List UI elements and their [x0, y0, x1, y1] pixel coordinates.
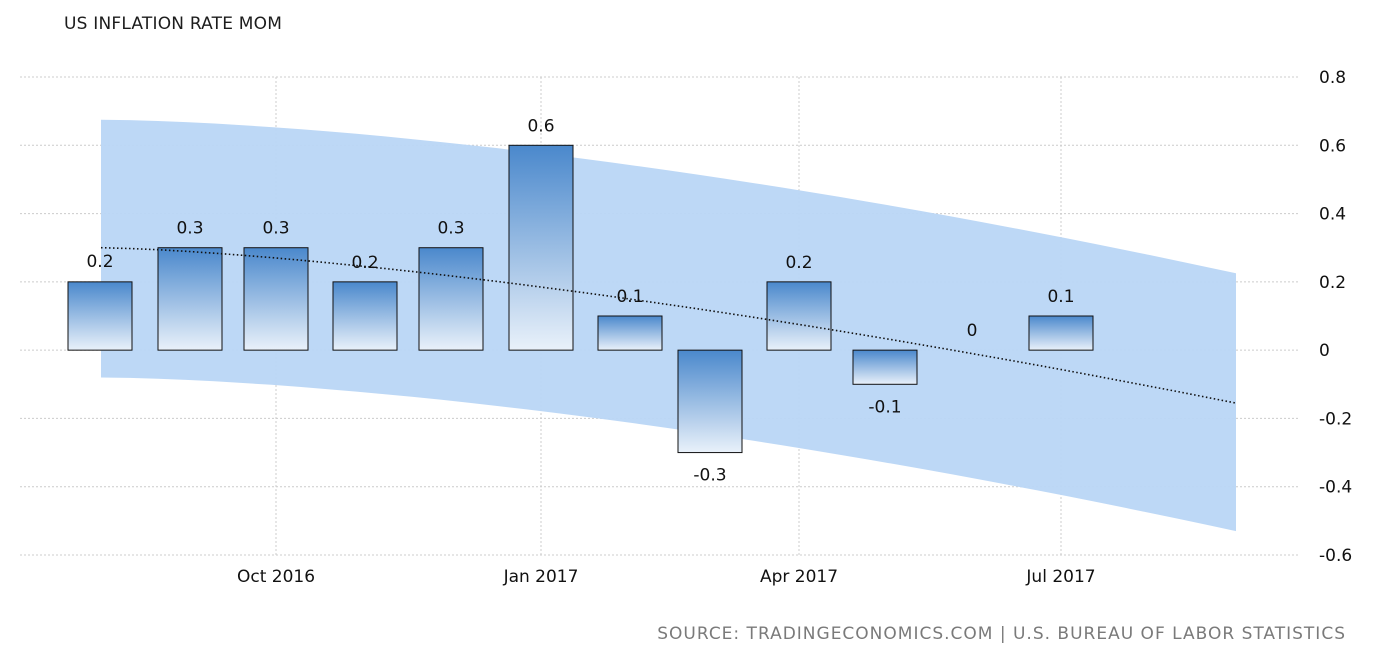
forecast-band [101, 119, 1236, 532]
bar-value-label: 0.1 [1047, 287, 1074, 307]
bar-value-label: 0.3 [437, 219, 464, 239]
bar-value-label: -0.1 [868, 397, 901, 417]
y-tick-label: 0 [1319, 341, 1330, 361]
y-tick-label: -0.6 [1319, 546, 1352, 566]
bar-value-label: 0.2 [86, 252, 113, 272]
bar [418, 247, 484, 351]
bar-value-label: 0.2 [785, 253, 812, 273]
bar [852, 349, 918, 385]
y-tick-label: -0.2 [1319, 409, 1352, 429]
chart-title: US INFLATION RATE MOM [64, 14, 283, 34]
y-tick-label: 0.6 [1319, 136, 1346, 156]
bar [766, 281, 832, 351]
bar [677, 349, 743, 454]
bar [332, 281, 398, 351]
bar-value-label: 0.3 [176, 219, 203, 239]
bar-value-label: 0.2 [351, 253, 378, 273]
x-tick-label: Apr 2017 [760, 567, 838, 587]
y-tick-label: 0.8 [1319, 68, 1346, 88]
source-text: SOURCE: TRADINGECONOMICS.COM | U.S. BURE… [657, 624, 1346, 644]
bar [243, 247, 309, 351]
bar [597, 315, 663, 351]
y-tick-label: -0.4 [1319, 478, 1352, 498]
bar-value-label: 0.6 [527, 116, 554, 136]
bar-layer [67, 144, 1094, 454]
bar [67, 281, 133, 351]
forecast-band-layer [101, 119, 1236, 532]
axis-layer: 0.8 0.6 0.4 0.2 0 -0.2 -0.4 -0.6 Oct 2016 Jan 201… [237, 68, 1352, 587]
bar-value-label: -0.3 [693, 466, 726, 486]
bar-value-label: 0 [967, 321, 978, 341]
y-tick-label: 0.2 [1319, 273, 1346, 293]
bar-value-label: 0.3 [262, 219, 289, 239]
label-layer: 0.2 0.3 0.3 0.2 0.3 0.6 0.1 -0.3 0.2 -0.1 0 0.1 [86, 116, 1074, 485]
bar [508, 144, 574, 351]
bar-value-label: 0.1 [616, 287, 643, 307]
bar [157, 247, 223, 351]
x-tick-label: Jul 2017 [1025, 567, 1095, 587]
bar [1028, 315, 1094, 351]
x-tick-label: Oct 2016 [237, 567, 315, 587]
y-tick-label: 0.4 [1319, 205, 1346, 225]
x-tick-label: Jan 2017 [503, 567, 579, 587]
